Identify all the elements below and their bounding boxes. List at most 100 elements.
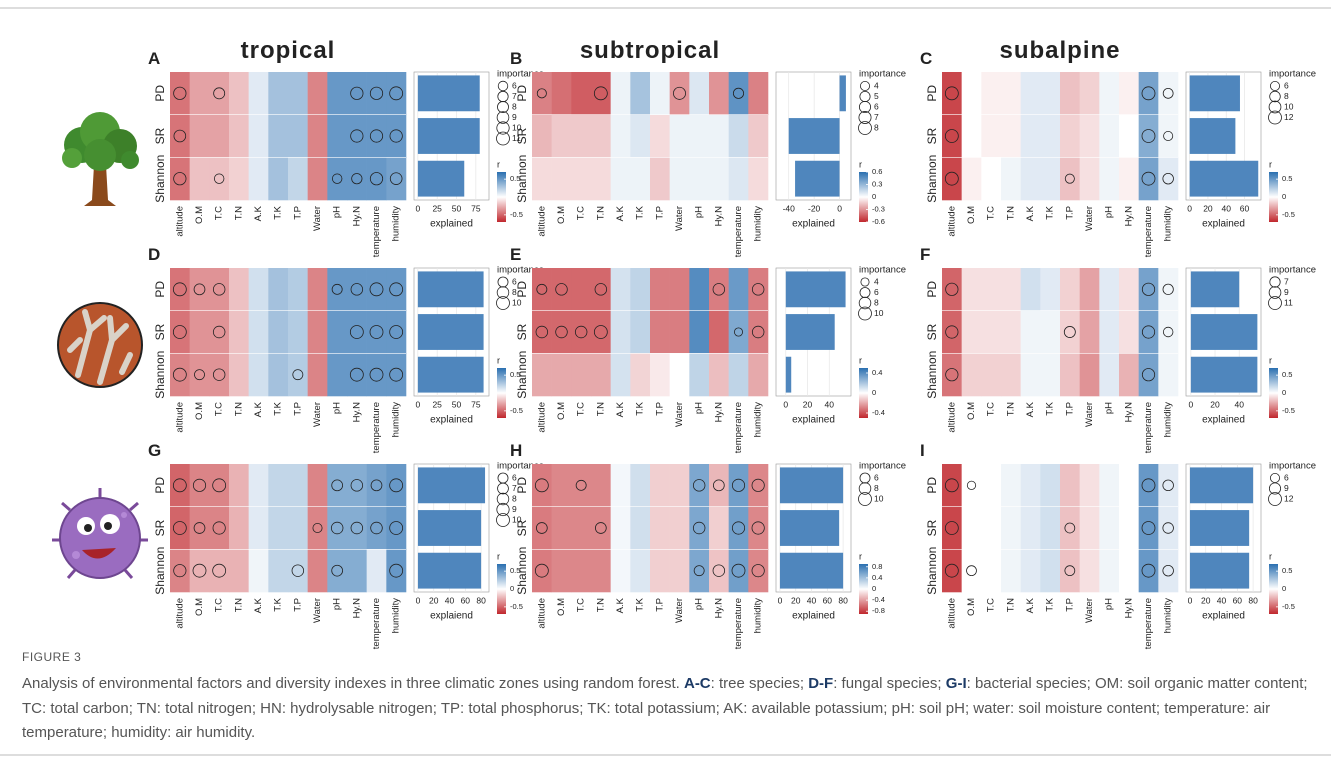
colorbar-label: 0: [872, 192, 876, 201]
column-label: pH: [332, 598, 343, 610]
heat-cell: [209, 268, 230, 311]
heat-cell: [347, 114, 367, 158]
heat-cell: [1119, 464, 1139, 507]
bar: [1189, 467, 1254, 504]
heat-cell: [229, 353, 249, 397]
legend-label: 8: [874, 297, 879, 307]
colorbar-label: 0.3: [872, 179, 882, 188]
legend-label: 9: [512, 504, 517, 514]
importance-circle: [751, 521, 765, 535]
heat-cell: [1099, 506, 1120, 550]
row-label: SR: [515, 323, 529, 340]
heat-cell: [189, 506, 210, 550]
heat-cell: [1119, 549, 1139, 593]
colorbar: [497, 368, 506, 418]
column-label: altitude: [946, 598, 957, 629]
row-label: PD: [925, 85, 939, 102]
importance-circle: [731, 563, 746, 578]
heat-cell: [981, 464, 1002, 507]
column-label: A.K: [253, 597, 264, 613]
row-label: PD: [515, 281, 529, 298]
column-label: T.P: [1064, 206, 1075, 220]
heat-cell: [386, 549, 407, 593]
bar: [779, 552, 844, 589]
column-label: T.N: [1005, 206, 1016, 220]
column-label: T.P: [1064, 598, 1075, 612]
heat-cell: [189, 72, 210, 115]
column-label: O.M: [194, 206, 205, 224]
column-label: T.C: [214, 402, 225, 416]
heat-cell: [1119, 72, 1139, 115]
colorbar-label: 0: [872, 584, 876, 593]
column-label: humidity: [1163, 402, 1174, 438]
column-label: humidity: [391, 206, 402, 242]
heat-cell: [248, 310, 269, 354]
importance-circle: [192, 563, 207, 578]
heat-cell: [1138, 549, 1159, 593]
heat-cell: [630, 310, 651, 354]
colorbar-label: -0.5: [510, 406, 523, 415]
heat-cell: [571, 72, 592, 115]
legend-circle: [858, 111, 872, 124]
heat-cell: [981, 72, 1002, 115]
heat-cell: [551, 114, 572, 158]
heat-cell: [961, 114, 982, 158]
x-tick-label: 60: [1240, 203, 1250, 213]
heat-cell: [170, 506, 190, 550]
heat-cell: [551, 157, 572, 201]
importance-circle: [751, 325, 765, 339]
column-label: Hy.N: [713, 402, 724, 423]
heat-cell: [1060, 353, 1080, 397]
caption-text: : fungal species;: [833, 675, 946, 692]
heat-cell: [532, 506, 552, 550]
colorbar-label: 0.5: [1282, 174, 1292, 183]
heat-cell: [1158, 268, 1179, 311]
column-label: temperature: [733, 402, 744, 453]
legend-circle: [497, 276, 509, 288]
heat-cell: [709, 268, 729, 311]
colorbar-title: r: [497, 551, 500, 561]
column-label: humidity: [391, 402, 402, 438]
row-label: PD: [153, 477, 167, 494]
importance-circle: [575, 479, 587, 491]
heat-cell: [386, 72, 407, 115]
column-label: O.M: [194, 598, 205, 616]
heat-cell: [532, 72, 552, 115]
importance-circle: [593, 86, 608, 101]
x-tick-label: 75: [471, 399, 481, 409]
heat-cell: [728, 353, 749, 397]
column-label: altitude: [536, 402, 547, 433]
row-label: SR: [925, 127, 939, 144]
x-axis-label: explained: [1202, 415, 1245, 426]
importance-circle: [212, 563, 227, 578]
heat-cell: [1079, 268, 1100, 311]
column-label: O.M: [556, 206, 567, 224]
heat-cell: [268, 72, 289, 115]
heat-cell: [1119, 157, 1139, 201]
heat-cell: [307, 353, 328, 397]
column-label: T.C: [214, 206, 225, 220]
caption-panel-ref: A-C: [683, 675, 711, 692]
colorbar-label: 0: [872, 388, 876, 397]
importance-circle: [350, 479, 364, 492]
column-label: T.P: [292, 598, 303, 612]
heat-cell: [551, 72, 572, 115]
column-label: altitude: [174, 598, 185, 629]
importance-circle: [389, 86, 404, 101]
heat-cell: [366, 310, 387, 354]
heat-cell: [610, 268, 631, 311]
legend-label: 9: [1284, 287, 1289, 297]
column-label: T.K: [635, 401, 646, 415]
heat-cell: [981, 268, 1002, 311]
heat-cell: [571, 353, 592, 397]
heat-cell: [248, 114, 269, 158]
legend-label: 10: [874, 493, 884, 503]
heat-cell: [1020, 310, 1041, 354]
heat-cell: [1158, 464, 1179, 507]
legend-label: 11: [512, 133, 521, 143]
heat-cell: [942, 114, 962, 158]
importance-circle: [350, 86, 364, 100]
heat-cell: [1060, 268, 1080, 311]
heat-cell: [650, 114, 670, 158]
x-tick-label: 0: [415, 203, 420, 213]
